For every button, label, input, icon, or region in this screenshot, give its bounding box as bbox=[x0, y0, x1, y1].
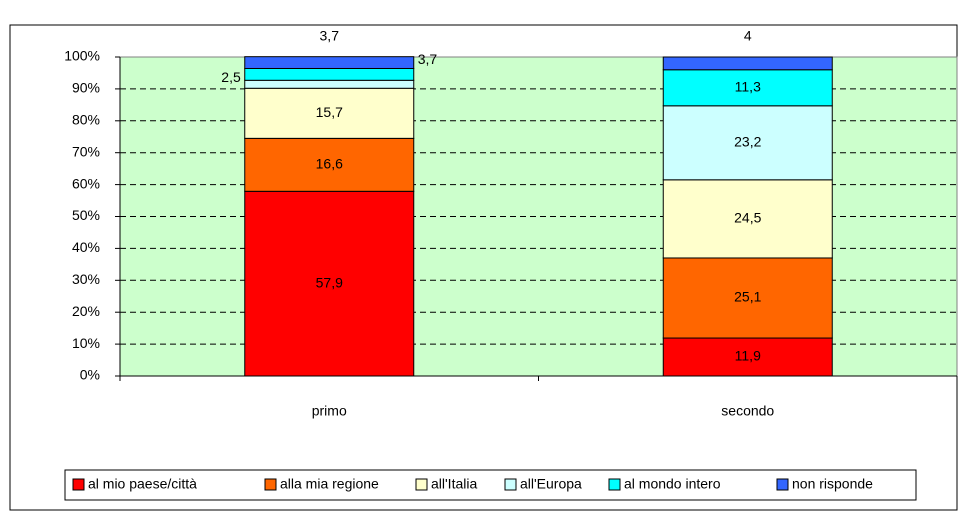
bar-segment bbox=[662, 56, 833, 71]
legend-swatch bbox=[415, 478, 428, 491]
x-tick-label: primo bbox=[312, 403, 347, 419]
data-label: 2,5 bbox=[221, 69, 241, 85]
legend-swatch bbox=[608, 478, 621, 491]
legend-label: al mio paese/città bbox=[88, 476, 197, 492]
data-label: 16,6 bbox=[316, 156, 343, 172]
data-label: 11,3 bbox=[735, 78, 761, 94]
data-label: 57,9 bbox=[316, 274, 343, 290]
legend-label: alla mia regione bbox=[280, 476, 379, 492]
bar-segment bbox=[244, 190, 415, 377]
x-tick-label: secondo bbox=[721, 403, 774, 419]
y-tick-label: 10% bbox=[72, 335, 100, 351]
data-label: 15,7 bbox=[316, 104, 343, 120]
legend-swatch bbox=[504, 478, 517, 491]
bar-segment bbox=[244, 137, 415, 192]
legend-swatch bbox=[264, 478, 277, 491]
y-tick-label: 90% bbox=[72, 80, 100, 96]
y-tick-label: 0% bbox=[80, 367, 100, 383]
data-label: 11,9 bbox=[735, 348, 761, 364]
y-tick-label: 80% bbox=[72, 112, 100, 128]
legend-swatch bbox=[72, 478, 85, 491]
bar-segment bbox=[662, 105, 833, 181]
bar-segment bbox=[244, 79, 415, 89]
data-label: 3,7 bbox=[418, 51, 438, 67]
data-label: 4 bbox=[744, 28, 752, 44]
data-label: 25,1 bbox=[734, 289, 761, 305]
y-tick-label: 70% bbox=[72, 143, 100, 159]
legend-label: all'Italia bbox=[431, 476, 477, 492]
data-label: 3,7 bbox=[320, 27, 340, 43]
legend-label: non risponde bbox=[792, 476, 873, 492]
legend-label: al mondo intero bbox=[624, 476, 721, 492]
bar-segment bbox=[662, 337, 833, 377]
bar-segment bbox=[244, 87, 415, 139]
bar-segment bbox=[244, 67, 415, 81]
y-tick-label: 40% bbox=[72, 239, 100, 255]
y-tick-label: 30% bbox=[72, 271, 100, 287]
legend-label: all'Europa bbox=[520, 476, 582, 492]
data-label: 23,2 bbox=[734, 134, 761, 150]
legend-swatch bbox=[776, 478, 789, 491]
y-tick-label: 20% bbox=[72, 303, 100, 319]
y-tick-label: 50% bbox=[72, 207, 100, 223]
y-tick-label: 60% bbox=[72, 175, 100, 191]
bar-segment bbox=[662, 179, 833, 259]
legend bbox=[64, 469, 917, 501]
bar-segment bbox=[244, 56, 415, 69]
bar-segment bbox=[662, 69, 833, 107]
y-tick-label: 100% bbox=[64, 48, 100, 64]
data-label: 24,5 bbox=[734, 210, 761, 226]
